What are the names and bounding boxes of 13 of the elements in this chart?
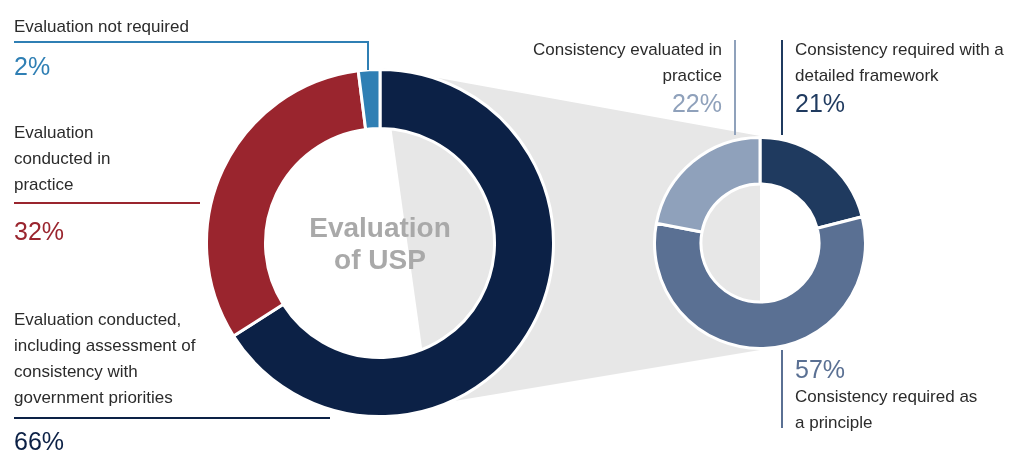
data-label: 66% (14, 427, 65, 455)
slice-label: Consistency evaluated in practice (532, 40, 722, 85)
data-label: 22% (671, 89, 722, 117)
text: Evaluation of USP (309, 212, 451, 275)
data-label: 57% (795, 355, 846, 383)
data-label: 32% (14, 217, 65, 245)
slice-label: Consistency required with a detailed framework (795, 40, 1005, 85)
slice-label: Evaluation conducted, including assessment of consistency with government priorities (14, 310, 196, 407)
slice-label: Evaluation conducted in practice (14, 123, 111, 194)
data-label: 2% (14, 52, 51, 80)
slice-label: Consistency required as a principle (795, 387, 978, 432)
slice-label: Evaluation not required (14, 17, 189, 36)
data-label: 21% (795, 89, 846, 117)
